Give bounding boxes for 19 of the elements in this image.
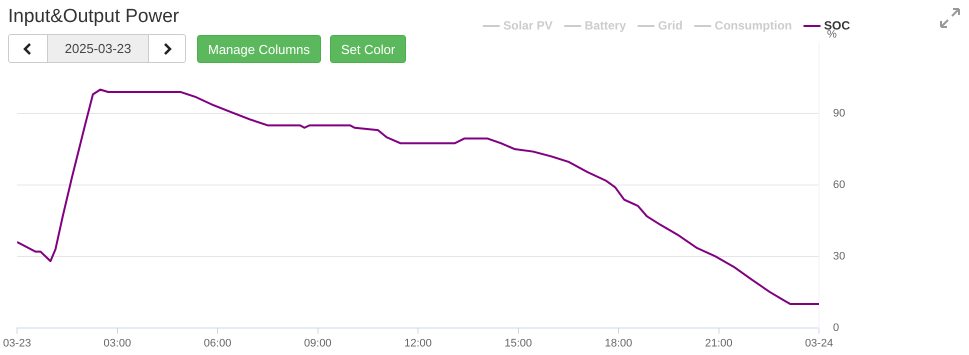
x-tick-label: 06:00 [204, 337, 232, 350]
y-tick-label: 30 [833, 250, 846, 262]
y-tick-label: 60 [833, 178, 846, 191]
y-tick-label: 90 [833, 107, 846, 120]
annotation: Manage Columns [197, 35, 321, 63]
x-tick-label: 03:00 [104, 337, 132, 350]
chart-title: Input&Output Power [8, 6, 180, 28]
x-tick-label: 12:00 [404, 337, 432, 350]
annotation: 2025-03-23 [47, 35, 149, 62]
y-axis-title: % [827, 28, 837, 41]
x-tick-label: 09:00 [304, 337, 332, 350]
x-tick-label: 21:00 [704, 337, 733, 350]
x-tick-label: 03-23 [2, 337, 32, 350]
annotation: Set Color [330, 35, 406, 63]
y-tick-label: 0 [833, 322, 840, 334]
x-tick-label: 15:00 [504, 337, 532, 350]
date-picker: 2025-03-23 [8, 34, 186, 63]
x-tick-label: 03-24 [804, 337, 834, 350]
x-tick-label: 18:00 [604, 337, 632, 350]
